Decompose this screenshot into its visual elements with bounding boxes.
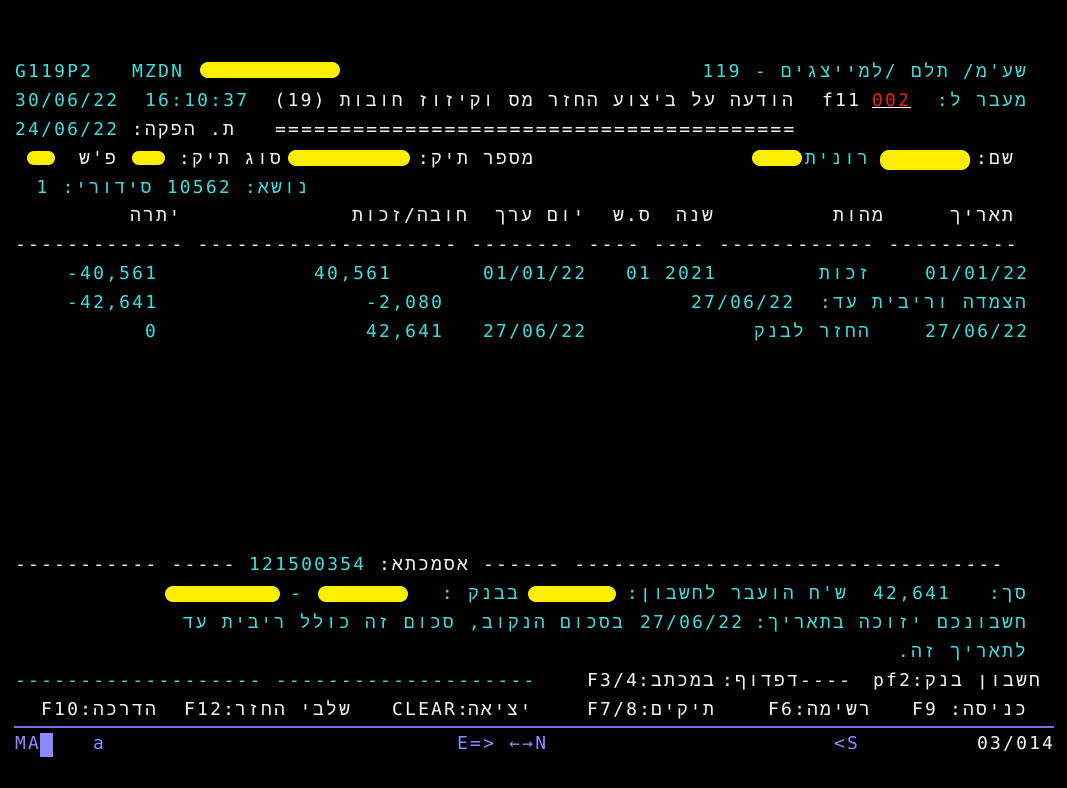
row-nature: החזר לבנק [753, 321, 871, 342]
col-ss: ס.ש [612, 205, 652, 226]
reference-label: אסמכתא: [378, 554, 470, 575]
dash: - [290, 583, 304, 604]
col-nature: מהות [832, 205, 885, 226]
fkey-clear-label: יציאה [467, 699, 533, 720]
row-balance: 0 [145, 321, 159, 342]
fkey-clear[interactable]: CLEAR: [392, 699, 471, 720]
col-balance: יתרה [129, 205, 182, 226]
row-year: 2021 [665, 263, 718, 284]
letter-label: במכתב: [637, 670, 716, 691]
reference-number: 121500354 [249, 554, 367, 575]
redaction-mark [288, 150, 410, 166]
reference-dashes-right: ------ --------------------------------- [483, 554, 1005, 575]
fkey-f78[interactable]: F7/8: [587, 699, 653, 720]
row-value-date: 01/01/22 [483, 263, 588, 284]
first-name: רונית [804, 148, 870, 169]
row-value-date: 27/06/22 [483, 321, 588, 342]
row-date: 27/06/22 [691, 292, 796, 313]
fkey-f6-label: רשימה [806, 699, 872, 720]
status-divider [14, 726, 1054, 728]
program-id: G119P2 [15, 61, 94, 82]
redaction-mark [165, 586, 280, 602]
subject-line: נושא: 10562 סידורי: 1 [36, 177, 310, 198]
issue-date: 24/06/22 [15, 119, 120, 140]
total-amount: 42,641 [873, 583, 952, 604]
header-separator: ======================================== [275, 119, 797, 140]
redaction-mark [27, 151, 55, 165]
status-mode: MA [15, 733, 42, 754]
total-label: סך: [988, 583, 1028, 604]
bank-account-label: חשבון בנק: [911, 670, 1042, 691]
screen-title: שע'מ/ תלם /למייצגים - 119 [702, 61, 1028, 82]
row-amount: -2,080 [366, 292, 445, 313]
redaction-mark [200, 62, 340, 78]
row-balance: -42,641 [67, 292, 159, 313]
f34-key[interactable]: F3/4 [587, 670, 640, 691]
row-amount: 42,641 [366, 321, 445, 342]
current-date: 30/06/22 [15, 90, 120, 111]
current-time: 16:10:37 [145, 90, 250, 111]
row-label: הצמדה וריבית עד: [819, 292, 1028, 313]
transferred-label: ש'ח הועבר לחשבון: [626, 583, 848, 604]
nav-dashes: ------------------- -------------------- [15, 670, 537, 691]
name-label: שם: [975, 148, 1015, 169]
row-amount: 40,561 [314, 263, 393, 284]
redaction-mark [752, 150, 802, 166]
row-ss: 01 [626, 263, 653, 284]
status-shift: <S [834, 733, 861, 754]
issue-date-label: ת. הפקה: [131, 119, 236, 140]
status-cursor-position: 03/014 [977, 733, 1056, 754]
bank-label: בבנק : [441, 583, 520, 604]
fkey-f10[interactable]: F10: [41, 699, 94, 720]
table-divider: ------------- -------------------- -----… [15, 234, 1019, 255]
reference-dashes-left: ----------- ----- [15, 554, 237, 575]
goto-input[interactable]: 002 [872, 90, 912, 111]
credit-date: 27/06/22 [640, 612, 745, 633]
redaction-mark [318, 586, 408, 602]
cursor-block [40, 733, 53, 757]
fkey-f12-label: שלבי החזר [234, 699, 352, 720]
redaction-mark [880, 150, 970, 170]
function-key-f11: f11 [822, 90, 862, 111]
fkey-f78-label: תיקים [650, 699, 716, 720]
fkey-f9[interactable]: F9 [912, 699, 939, 720]
fkey-f10-label: הדרכה [92, 699, 158, 720]
row-balance: -40,561 [67, 263, 159, 284]
file-number-label: מספר תיק: [417, 148, 535, 169]
paging-label: דפדוף: [721, 670, 800, 691]
status-session: a [93, 733, 107, 754]
row-date: 01/01/22 [925, 263, 1030, 284]
row-date: 27/06/22 [925, 321, 1030, 342]
fkey-f12[interactable]: F12: [184, 699, 237, 720]
col-date: תאריך [949, 205, 1015, 226]
credit-text-a: חשבונכם יזוכה בתאריך: [754, 612, 1028, 633]
message-title: הודעה על ביצוע החזר מס וקיזוז חובות (19) [274, 90, 795, 111]
ps-label: פ'ש [78, 148, 118, 169]
redaction-mark [132, 151, 165, 165]
status-direction: E=> ←→N [457, 733, 549, 754]
credit-text-b: בסכום הנקוב, סכום זה כולל ריבית עד [182, 612, 625, 633]
fkey-f9-label: כניסה: [949, 699, 1028, 720]
system-name: MZDN [132, 61, 185, 82]
col-debit-credit: חובה/זכות [351, 205, 469, 226]
goto-label: מעבר ל: [936, 90, 1028, 111]
fkey-f6[interactable]: F6: [768, 699, 808, 720]
redaction-mark [528, 586, 616, 602]
col-year: שנה [675, 205, 715, 226]
nav-arrows: ---- [800, 670, 853, 691]
row-nature: זכות [818, 263, 871, 284]
col-value-date: יום ערך [494, 205, 586, 226]
credit-text-c: לתאריך זה. [897, 641, 1028, 662]
pf2-key[interactable]: pf2 [873, 670, 913, 691]
file-type-label: סוג תיק: [178, 148, 283, 169]
